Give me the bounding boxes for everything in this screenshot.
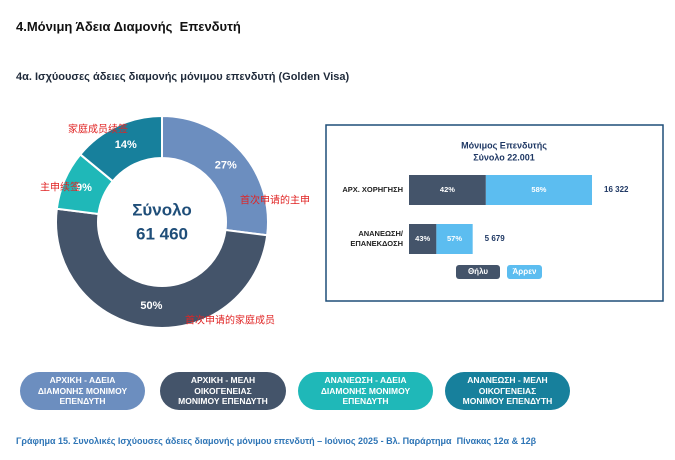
bar-title: Μόνιμος Επενδυτής (461, 140, 547, 150)
donut-slice (55, 207, 269, 329)
bar-segment (409, 224, 437, 254)
legend-item: ΑΡΧΙΚΗ - ΜΕΛΗ ΟΙΚΟΓΕΝΕΙΑΣ ΜΟΝΙΜΟΥ ΕΠΕΝΔΥ… (160, 372, 286, 410)
category-label: ΑΝΑΝΕΩΣΗ/ ΕΠΑΝΕΚΔΟΣΗ (350, 229, 403, 248)
legend-item: ΑΡΧΙΚΗ - ΑΔΕΙΑ ΔΙΑΜΟΝΗΣ ΜΟΝΙΜΟΥ ΕΠΕΝΔΥΤΗ (20, 372, 145, 410)
subheading: 4α. Ισχύουσες άδειες διαμονής μόνιμου επ… (16, 71, 350, 83)
legend-item: ΑΝΑΝΕΩΣΗ - ΑΔΕΙΑ ΔΙΑΜΟΝΗΣ ΜΟΝΙΜΟΥ ΕΠΕΝΔΥ… (298, 372, 433, 410)
legend-label: Άρρεν (513, 267, 537, 276)
annotation: 首次申请的主申 (240, 194, 310, 207)
bar-label: 43% (415, 234, 430, 243)
legend-label: Θήλυ (468, 267, 488, 276)
annotation: 家庭成员续签 (68, 123, 128, 136)
slice-label: 27% (215, 160, 237, 172)
caption: Γράφημα 15. Συνολικές Ισχύουσες άδειες δ… (16, 436, 537, 446)
center-total: 61 460 (136, 224, 188, 243)
slice-label: 14% (115, 139, 137, 151)
category-label: ΑΡΧ. ΧΟΡΗΓΗΣΗ (342, 185, 403, 195)
annotation: 首次申请的家庭成员 (185, 314, 275, 327)
bar-label: 57% (447, 234, 462, 243)
heading: 4.Μόνιμη Άδεια Διαμονής Επενδυτή (16, 19, 241, 34)
bar-segment (485, 175, 592, 205)
legend-swatch (456, 265, 500, 279)
bar-subtitle: Σύνολο 22.001 (473, 152, 535, 162)
bar-label: 58% (531, 185, 546, 194)
legend-item: ΑΝΑΝΕΩΣΗ - ΜΕΛΗ ΟΙΚΟΓΕΝΕΙΑΣ ΜΟΝΙΜΟΥ ΕΠΕΝ… (445, 372, 570, 410)
slice-label: 9% (76, 182, 92, 194)
legend-swatch (507, 265, 542, 279)
center-label: Σύνολο (132, 200, 192, 219)
bar-total: 16 322 (604, 185, 629, 194)
bar-total: 5 679 (485, 234, 506, 243)
bar-label: 42% (440, 185, 455, 194)
bar-segment (436, 224, 473, 254)
bar-segment (409, 175, 486, 205)
annotation: 主申续签 (40, 181, 80, 194)
donut-slice (78, 114, 163, 183)
slice-label: 50% (140, 300, 162, 312)
